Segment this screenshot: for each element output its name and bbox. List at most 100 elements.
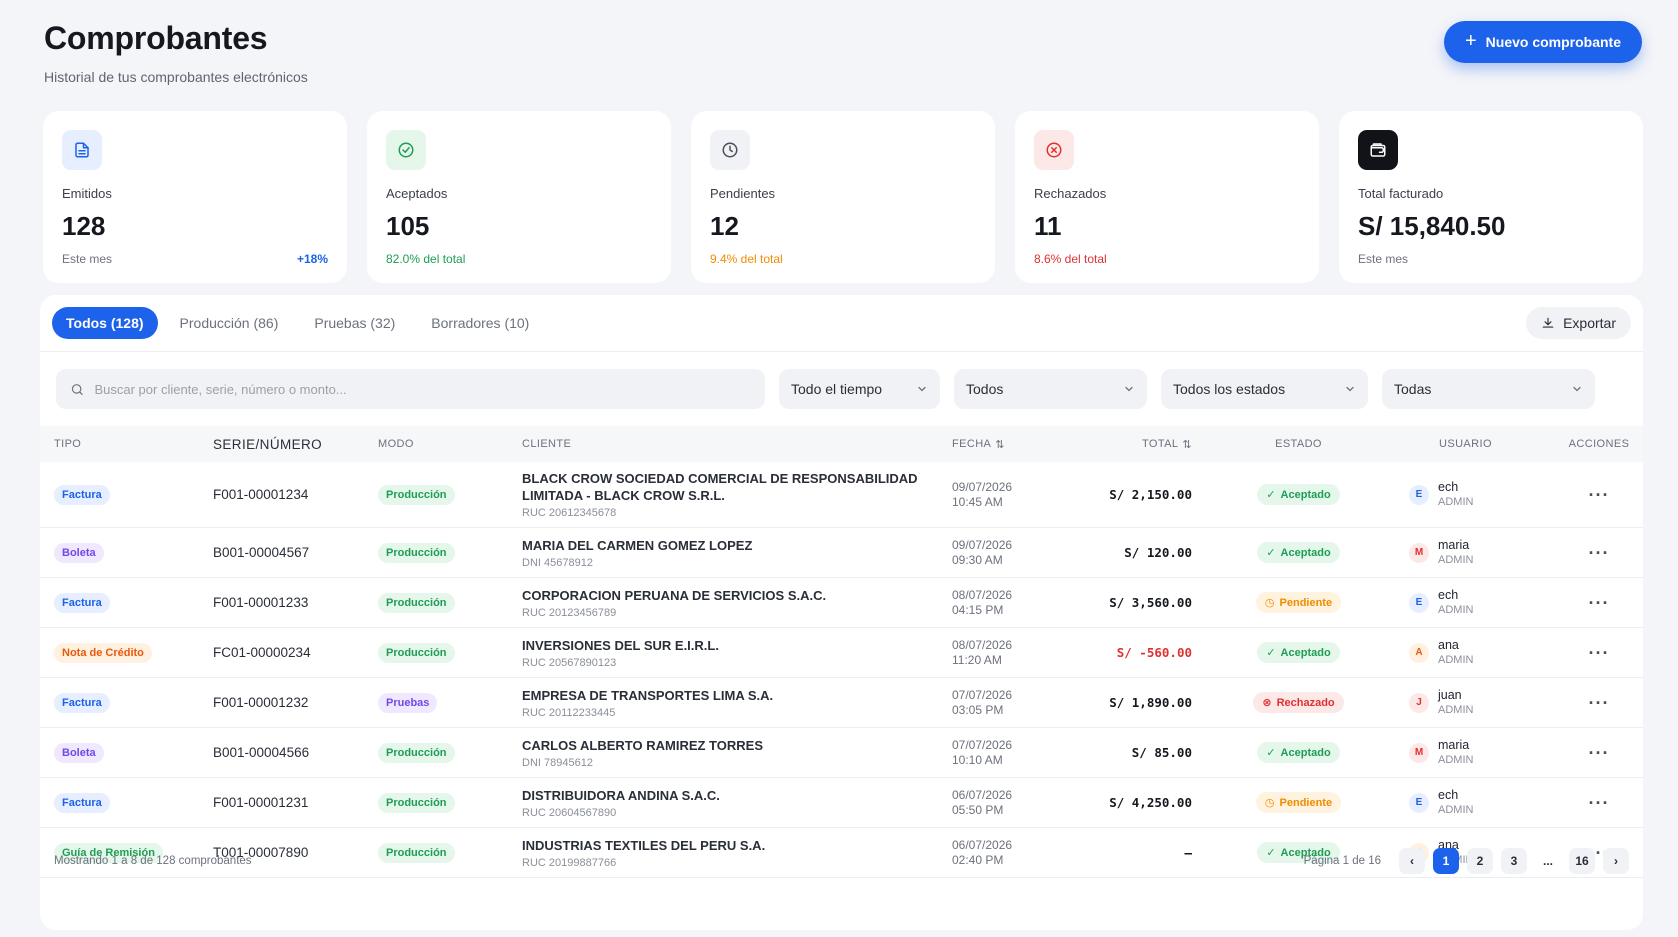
avatar: M: [1409, 542, 1429, 563]
date-filter-value: Todo el tiempo: [791, 381, 883, 397]
serie-number[interactable]: B001-00004567: [213, 545, 310, 560]
table-row[interactable]: Boleta B001-00004566 Producción CARLOS ALBE…: [40, 728, 1643, 778]
tab-borradores[interactable]: Borradores (10): [431, 315, 530, 331]
type-filter-select[interactable]: Todos: [954, 369, 1147, 409]
total-amount: S/ 85.00: [1131, 745, 1192, 760]
stat-card-total: Total facturado S/ 15,840.50 Este mes: [1339, 111, 1643, 283]
serie-number[interactable]: F001-00001232: [213, 695, 309, 710]
table-row[interactable]: Factura F001-00001234 Producción BLACK CROW…: [40, 462, 1643, 528]
serie-number[interactable]: F001-00001233: [213, 595, 309, 610]
col-total[interactable]: TOTAL ⇅: [1082, 438, 1192, 451]
mode-badge: Producción: [378, 642, 455, 663]
col-fecha-label: FECHA: [952, 438, 992, 450]
download-icon: [1542, 317, 1554, 328]
clock-icon: [710, 130, 750, 170]
col-tipo: TIPO: [54, 438, 82, 450]
more-actions-icon[interactable]: ···: [1588, 592, 1610, 613]
user-name: ech: [1438, 480, 1459, 494]
more-actions-icon[interactable]: ···: [1588, 792, 1610, 813]
export-button[interactable]: Exportar: [1526, 307, 1631, 339]
type-badge: Factura: [54, 592, 110, 613]
status-filter-select[interactable]: Todos los estados: [1161, 369, 1368, 409]
client-name: MARIA DEL CARMEN GOMEZ LOPEZ: [522, 537, 753, 553]
user-name: ech: [1438, 788, 1459, 802]
date: 06/07/2026: [952, 787, 1013, 802]
tab-todos[interactable]: Todos (128): [52, 307, 158, 339]
stat-card-aceptados: Aceptados 105 82.0% del total: [367, 111, 671, 283]
client-doc: RUC 20612345678: [522, 507, 617, 519]
more-actions-icon[interactable]: ···: [1588, 692, 1610, 713]
table-row[interactable]: Guía de Remisión T001-00007890 Producción I…: [40, 828, 1643, 878]
client-name: EMPRESA DE TRANSPORTES LIMA S.A.: [522, 687, 774, 703]
more-actions-icon[interactable]: ···: [1588, 542, 1610, 563]
user-filter-select[interactable]: Todas: [1382, 369, 1595, 409]
filters-bar: Todo el tiempo Todos Todos los estados T…: [56, 369, 1627, 409]
avatar: E: [1409, 792, 1429, 813]
client-name: INDUSTRIAS TEXTILES DEL PERU S.A.: [522, 837, 766, 853]
status-label: Pendiente: [1279, 596, 1333, 609]
tab-pruebas[interactable]: Pruebas (32): [314, 315, 396, 331]
page-button-3[interactable]: 3: [1501, 848, 1527, 874]
serie-number[interactable]: FC01-00000234: [213, 645, 311, 660]
table-row[interactable]: Nota de Crédito FC01-00000234 Producción IN…: [40, 628, 1643, 678]
type-badge: Boleta: [54, 542, 104, 563]
mode-badge: Producción: [378, 742, 455, 763]
status-badge: ✓ Aceptado: [1257, 484, 1340, 505]
client-doc: RUC 20123456789: [522, 606, 617, 619]
client-name: CORPORACION PERUANA DE SERVICIOS S.A.C.: [522, 587, 827, 603]
stat-label: Aceptados: [386, 186, 448, 201]
prev-page-button[interactable]: ‹: [1399, 848, 1425, 874]
mode-badge: Producción: [378, 592, 455, 613]
serie-number[interactable]: F001-00001234: [213, 487, 309, 502]
total-amount: S/ 4,250.00: [1109, 795, 1192, 810]
col-fecha[interactable]: FECHA ⇅: [952, 438, 1082, 451]
search-input[interactable]: [94, 381, 751, 397]
serie-number[interactable]: B001-00004566: [213, 745, 310, 760]
total-amount: S/ 3,560.00: [1109, 595, 1192, 610]
page-button-2[interactable]: 2: [1467, 848, 1493, 874]
stat-foot: 82.0% del total: [386, 252, 466, 266]
tab-produccion[interactable]: Producción (86): [179, 315, 279, 331]
table-row[interactable]: Boleta B001-00004567 Producción MARIA DEL C…: [40, 528, 1643, 578]
client-name: CARLOS ALBERTO RAMIREZ TORRES: [522, 737, 763, 753]
client-name: INVERSIONES DEL SUR E.I.R.L.: [522, 637, 719, 653]
time: 05:50 PM: [952, 802, 1004, 817]
document-icon: [62, 130, 102, 170]
status-badge: ◷ Pendiente: [1255, 592, 1342, 613]
sort-icon: ⇅: [995, 438, 1005, 451]
chevron-left-icon: ‹: [1410, 854, 1414, 868]
more-actions-icon[interactable]: ···: [1588, 484, 1610, 505]
divider: [40, 351, 1643, 352]
status-label: Rechazado: [1276, 696, 1335, 709]
table-row[interactable]: Factura F001-00001232 Pruebas EMPRESA DE TR…: [40, 678, 1643, 728]
stat-trend: +18%: [296, 252, 328, 266]
date-filter-select[interactable]: Todo el tiempo: [779, 369, 940, 409]
date: 09/07/2026: [952, 537, 1013, 552]
table-row[interactable]: Factura F001-00001231 Producción DISTRIBUID…: [40, 778, 1643, 828]
user-role: ADMIN: [1438, 604, 1474, 616]
col-serie: SERIE/NÚMERO: [213, 436, 323, 452]
status-label: Aceptado: [1280, 846, 1331, 859]
time: 10:45 AM: [952, 494, 1003, 509]
stat-label: Emitidos: [62, 186, 112, 201]
serie-number[interactable]: T001-00007890: [213, 845, 309, 860]
page-ellipsis: ...: [1542, 854, 1553, 868]
page-button-16[interactable]: 16: [1569, 848, 1595, 874]
new-voucher-button[interactable]: + Nuevo comprobante: [1444, 21, 1642, 63]
avatar: A: [1409, 642, 1429, 663]
more-actions-icon[interactable]: ···: [1588, 642, 1610, 663]
next-page-button[interactable]: ›: [1603, 848, 1629, 874]
search-box: [56, 369, 765, 409]
export-label: Exportar: [1563, 315, 1616, 331]
date: 07/07/2026: [952, 737, 1013, 752]
status-label: Aceptado: [1280, 488, 1331, 501]
serie-number[interactable]: F001-00001231: [213, 795, 309, 810]
table-row[interactable]: Factura F001-00001233 Producción CORPORACIO…: [40, 578, 1643, 628]
stat-value: 128: [62, 211, 106, 241]
time: 10:10 AM: [952, 752, 1003, 767]
page-button-1[interactable]: 1: [1433, 848, 1459, 874]
status-badge: ✓ Aceptado: [1257, 542, 1340, 563]
user-role: ADMIN: [1438, 754, 1474, 766]
new-voucher-label: Nuevo comprobante: [1485, 34, 1622, 50]
more-actions-icon[interactable]: ···: [1588, 742, 1610, 763]
